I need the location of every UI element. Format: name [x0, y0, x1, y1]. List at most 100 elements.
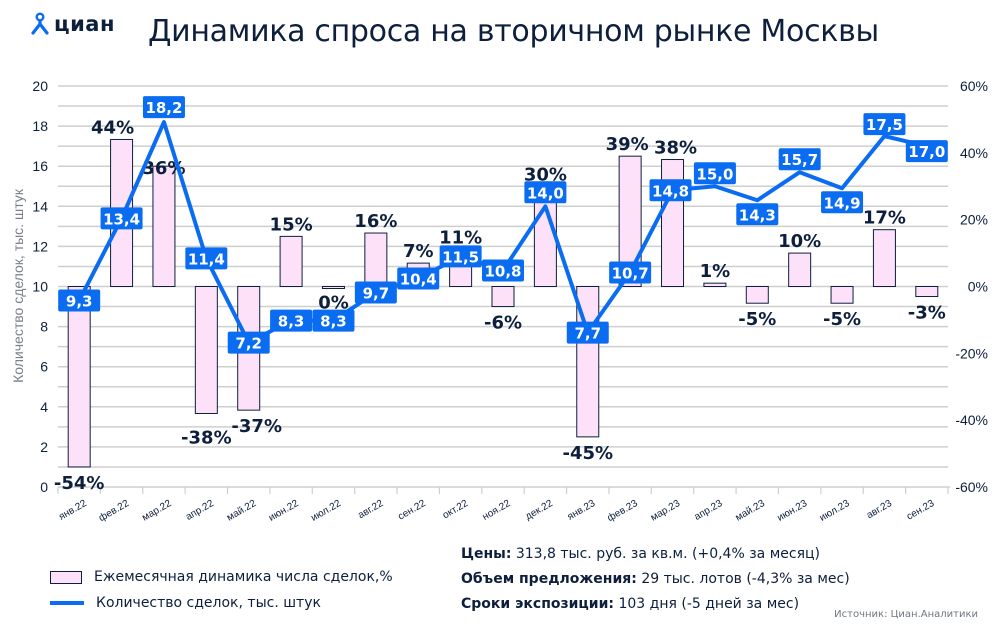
x-tick-label: авг.23 [865, 498, 894, 521]
x-tick-label: фев.23 [605, 497, 640, 524]
left-axis-ticks: 0 2 4 6 8 10 12 14 16 18 20 [32, 78, 48, 495]
point-label: 18,2 [142, 96, 185, 119]
point-label-text: 8,3 [320, 313, 347, 331]
bar-label: 17% [863, 208, 906, 229]
point-label: 11,5 [439, 245, 482, 268]
point-label-text: 9,7 [363, 285, 390, 303]
x-axis: янв.22 фев.22 мар.22 апр.22 май.22 июн.22 июл.… [57, 486, 950, 524]
line-point [840, 186, 844, 190]
point-label: 17,0 [905, 140, 948, 163]
point-label-box [439, 245, 482, 268]
point-label: 14,0 [524, 181, 567, 204]
x-tick-label: мар.23 [649, 498, 683, 524]
y-tick-label: 18 [32, 118, 48, 134]
stat-supply-label: Объем предложения: [461, 571, 637, 587]
page-title: Динамика спроса на вторичном рынке Москв… [148, 14, 879, 49]
point-label: 7,7 [566, 321, 609, 344]
y2-tick-label: -20% [955, 345, 988, 361]
bar [872, 229, 896, 287]
y-tick-label: 12 [32, 238, 48, 254]
legend-item-bars: Ежемесячная динамика числа сделок,% [50, 564, 393, 590]
x-tick-label: май.22 [225, 498, 259, 524]
y-tick-label: 4 [40, 399, 48, 415]
line-point [162, 120, 166, 124]
y-tick-label: 8 [40, 319, 48, 335]
point-label: 11,4 [185, 247, 228, 270]
y-tick-label: 20 [32, 78, 48, 94]
point-label-text: 17,0 [908, 143, 945, 161]
x-tick-label: сен.22 [396, 498, 428, 523]
legend: Ежемесячная динамика числа сделок,% Коли… [50, 564, 393, 616]
bar [915, 286, 939, 298]
legend-line-swatch [50, 601, 84, 605]
x-tick-label: авг.22 [356, 498, 385, 521]
bar [618, 155, 642, 287]
stat-exposure-label: Сроки экспозиции: [461, 596, 615, 612]
bar [491, 286, 515, 308]
bar-label: -54% [54, 473, 105, 494]
stat-exposure-value: 103 дня (-5 дней за мес) [614, 596, 800, 612]
point-label-text: 17,5 [866, 116, 903, 134]
point-label: 15,0 [693, 162, 736, 185]
point-label-box [905, 140, 948, 163]
bar-label: 11% [439, 228, 482, 249]
point-label-text: 15,0 [696, 165, 733, 183]
y2-tick-label: -60% [955, 479, 988, 495]
point-label-text: 15,7 [781, 151, 818, 169]
bar-label: 30% [524, 164, 567, 185]
point-label-box [270, 309, 313, 332]
bar [830, 286, 854, 304]
line-point [543, 204, 547, 208]
point-labels: 9,313,418,211,47,28,3 8,39,710,411,510,81… [58, 96, 948, 354]
point-label-text: 7,2 [235, 335, 262, 353]
combo-chart: 0 2 4 6 8 10 12 14 16 18 20 -60% -40% -20% 0% 20% 40% 60… [10, 78, 988, 524]
x-tick-label: окт.22 [441, 498, 471, 521]
y-tick-label: 14 [32, 198, 48, 214]
point-label: 10,7 [609, 261, 652, 284]
y2-tick-label: -40% [955, 412, 988, 428]
point-label: 13,4 [100, 207, 143, 230]
bar-label: 38% [654, 138, 697, 159]
legend-item-line: Количество сделок, тыс. штук [50, 590, 393, 616]
bar-label: 44% [91, 117, 134, 138]
point-label-box [649, 179, 692, 202]
point-label-box [142, 96, 185, 119]
point-label-box [354, 281, 397, 304]
bar [364, 232, 388, 288]
point-label: 7,2 [227, 331, 270, 354]
bar-label: 1% [700, 261, 731, 282]
point-label-box [863, 113, 906, 136]
source-note: Источник: Циан.Аналитики [834, 609, 978, 620]
point-label-text: 8,3 [278, 313, 305, 331]
bar-labels: -54%44%36%-38%-37%15%0%16%7%11%-6%30%-45… [54, 117, 946, 493]
point-label-box [821, 191, 864, 214]
y-tick-label: 16 [32, 158, 48, 174]
stat-exposure: Сроки экспозиции: 103 дня (-5 дней за ме… [461, 592, 850, 617]
bar-label: 10% [778, 231, 821, 252]
point-label-box [227, 331, 270, 354]
x-tick-label: апр.22 [184, 498, 216, 523]
right-axis-ticks: -60% -40% -20% 0% 20% 40% 60% [955, 78, 988, 495]
y2-tick-label: 0% [968, 279, 988, 295]
x-tick-label: янв.23 [566, 498, 598, 523]
point-label: 14,3 [736, 203, 779, 226]
point-label-box [566, 321, 609, 344]
bar [745, 286, 769, 304]
point-label: 17,5 [863, 113, 906, 136]
bar-label: 15% [270, 214, 313, 235]
location-pin-icon [31, 12, 49, 35]
y-tick-label: 6 [40, 359, 48, 375]
legend-line-label: Количество сделок, тыс. штук [96, 595, 321, 611]
x-tick-label: янв.22 [57, 498, 89, 523]
y-tick-label: 10 [32, 279, 48, 295]
point-label: 15,7 [778, 148, 821, 171]
point-label-text: 14,3 [739, 206, 776, 224]
y-tick-label: 2 [40, 439, 48, 455]
line-point [713, 184, 717, 188]
x-tick-label: апр.23 [693, 498, 725, 523]
point-label-box [58, 289, 101, 312]
bar [788, 252, 812, 287]
point-label-box [524, 181, 567, 204]
point-label-box [778, 148, 821, 171]
bar [321, 286, 345, 289]
